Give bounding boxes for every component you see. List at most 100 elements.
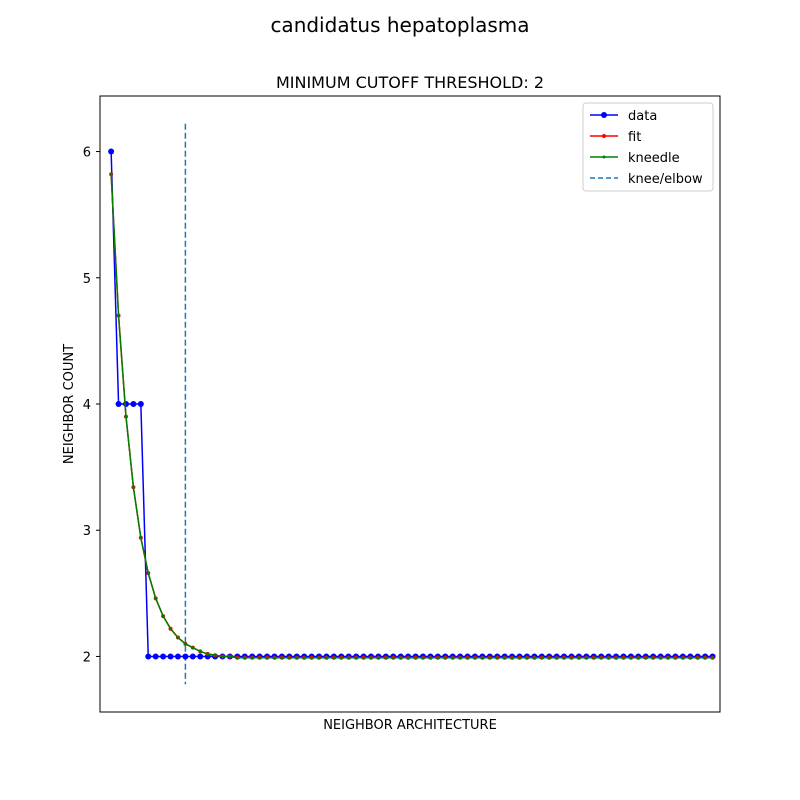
point-kneedle [183,642,187,646]
point-kneedle [555,656,559,660]
point-kneedle [377,656,380,660]
point-kneedle [451,656,455,660]
point-kneedle [339,656,343,660]
series-line-kneedle [110,174,713,659]
point-kneedle [629,656,633,660]
point-kneedle [562,656,566,660]
y-axis: 2 3 4 5 6 [83,146,100,665]
point-kneedle [250,656,254,660]
point-kneedle [109,172,113,176]
legend-fit-marker [602,134,606,138]
point-kneedle [540,656,544,660]
point-kneedle [273,656,276,660]
point-kneedle [406,656,410,660]
point-kneedle [681,656,685,660]
legend-kneedle-label: kneedle [628,151,680,166]
point-kneedle [466,656,469,660]
point-kneedle [488,656,492,660]
point-kneedle [332,656,336,660]
point-kneedle [696,656,700,660]
point-kneedle [287,656,291,660]
point-kneedle [228,655,232,658]
plot-area [108,123,716,685]
point-kneedle [280,656,284,660]
point-kneedle [414,656,417,660]
legend-kneedle-marker [602,155,606,159]
point-kneedle [703,656,707,660]
point-kneedle [503,656,507,660]
point-data [160,653,167,660]
point-kneedle [354,656,358,660]
point-kneedle [198,650,202,653]
point-kneedle [243,656,247,660]
point-kneedle [473,656,477,660]
point-kneedle [176,636,180,639]
point-kneedle [206,652,210,656]
point-data [122,401,129,407]
legend-fit-label: fit [628,130,641,145]
point-kneedle [666,656,670,660]
point-kneedle [317,656,321,660]
point-kneedle [636,656,640,660]
point-kneedle [302,656,306,660]
point-kneedle [117,314,120,318]
point-kneedle [169,627,172,631]
legend-frame [582,102,714,192]
point-kneedle [570,656,573,660]
point-kneedle [510,656,514,660]
point-kneedle [161,614,165,618]
chart-title: MINIMUM CUTOFF THRESHOLD: 2 [276,73,544,92]
legend-knee-label: knee/elbow [628,172,703,187]
point-data [137,401,144,407]
point-kneedle [258,656,262,660]
y-tick-label: 6 [83,146,91,161]
point-kneedle [688,656,692,660]
y-axis-label: NEIGHBOR COUNT [62,344,77,464]
point-kneedle [584,656,588,660]
point-kneedle [532,656,536,660]
point-data [152,653,159,660]
point-kneedle [265,656,269,660]
point-data [174,653,181,660]
point-kneedle [295,656,299,660]
legend: data fit kneedle knee/elbow [582,102,714,192]
y-tick-label: 2 [83,650,91,665]
point-kneedle [659,656,662,660]
point-kneedle [443,656,447,660]
point-kneedle [132,485,135,489]
point-kneedle [139,536,143,540]
point-kneedle [391,656,395,660]
series-line-data [110,151,713,658]
point-kneedle [436,656,440,660]
legend-data-label: data [628,109,657,124]
point-kneedle [481,656,484,660]
point-kneedle [547,656,551,660]
point-data [167,653,174,660]
point-kneedle [369,656,373,660]
point-kneedle [362,656,365,660]
y-tick-label: 5 [83,272,91,287]
point-kneedle [592,656,596,660]
point-kneedle [644,656,648,660]
point-kneedle [146,571,150,575]
point-kneedle [622,656,625,660]
chart-suptitle: candidatus hepatoplasma [270,13,529,37]
point-kneedle [235,656,239,660]
point-kneedle [525,656,529,660]
point-data [182,653,189,660]
point-kneedle [384,656,388,660]
point-kneedle [518,656,521,660]
point-kneedle [213,653,217,657]
point-kneedle [674,656,677,660]
point-kneedle [154,596,158,600]
point-data [145,653,152,660]
point-kneedle [651,656,655,660]
x-axis-label: NEIGHBOR ARCHITECTURE [323,718,497,733]
point-data [189,653,196,660]
point-kneedle [221,655,224,658]
point-kneedle [599,656,603,660]
point-kneedle [421,656,425,660]
point-kneedle [325,656,328,660]
y-tick-label: 4 [83,398,91,413]
